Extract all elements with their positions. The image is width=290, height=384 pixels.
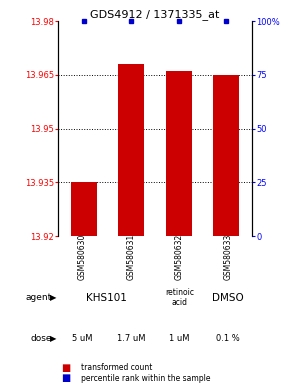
Text: transformed count: transformed count [81,363,153,372]
Text: GSM580630: GSM580630 [78,233,87,280]
Text: 1 uM: 1 uM [169,334,190,343]
Text: ▶: ▶ [50,293,57,302]
Title: GDS4912 / 1371335_at: GDS4912 / 1371335_at [90,9,220,20]
Bar [166,71,192,236]
Text: GSM580633: GSM580633 [224,233,233,280]
Bar [213,75,239,236]
Text: ■: ■ [61,363,70,373]
Bar [71,182,97,236]
Text: ■: ■ [61,373,70,383]
Text: 1.7 uM: 1.7 uM [117,334,145,343]
Bar [118,64,144,236]
Text: 0.1 %: 0.1 % [216,334,240,343]
Text: 5 uM: 5 uM [72,334,93,343]
Text: DMSO: DMSO [212,293,244,303]
Text: retinoic
acid: retinoic acid [165,288,194,307]
Text: percentile rank within the sample: percentile rank within the sample [81,374,211,383]
Text: KHS101: KHS101 [86,293,127,303]
Text: GSM580632: GSM580632 [175,233,184,280]
Text: agent: agent [26,293,52,302]
Text: GSM580631: GSM580631 [126,233,135,280]
Text: dose: dose [31,334,52,343]
Text: ▶: ▶ [50,334,57,343]
